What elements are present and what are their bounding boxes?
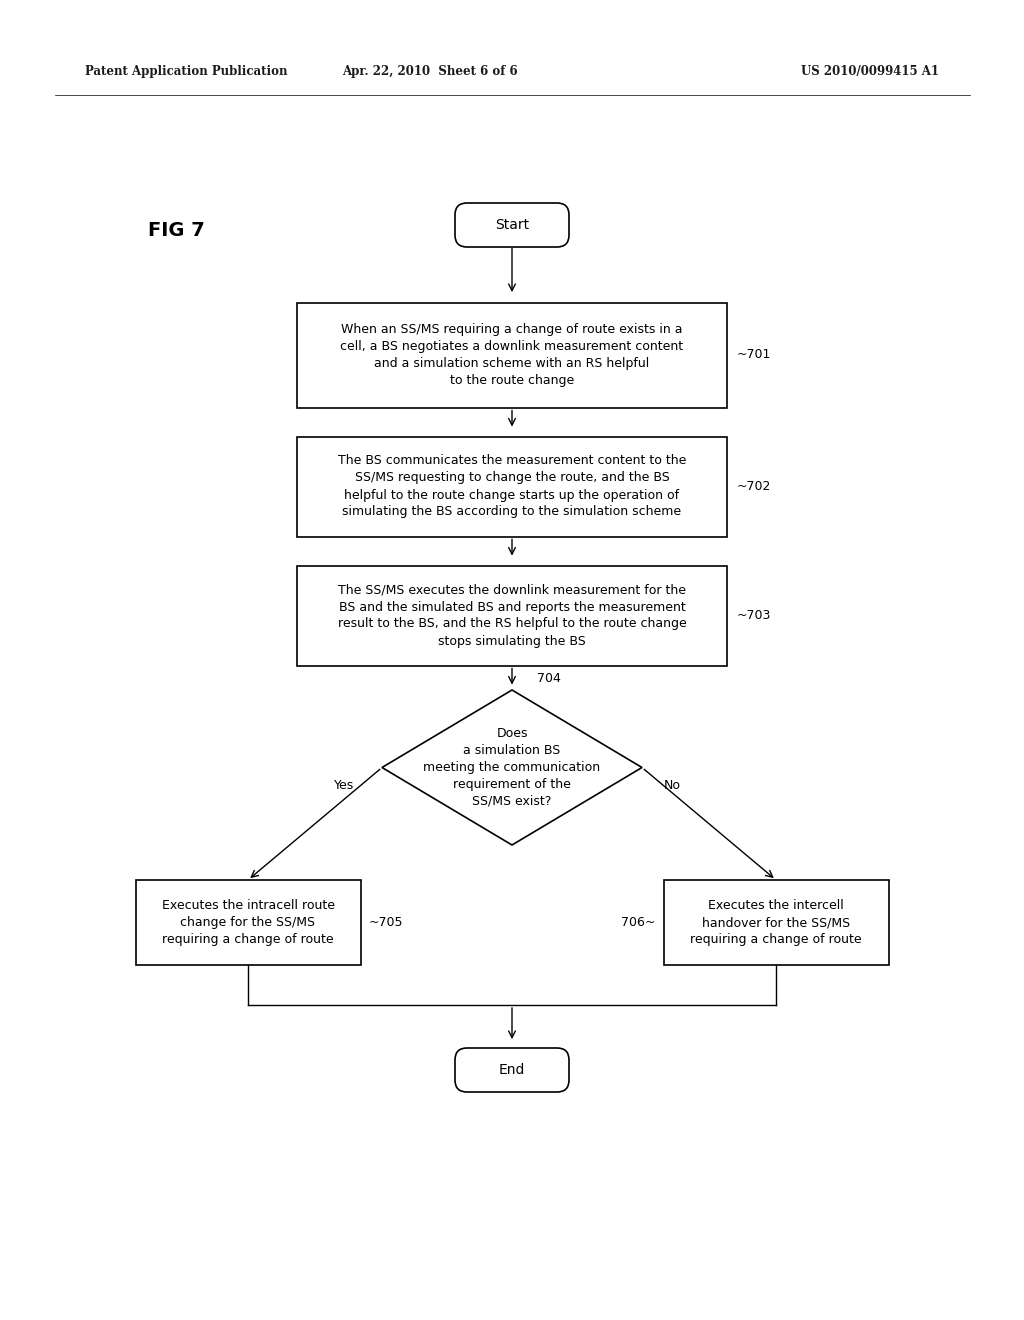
Bar [135, 880, 360, 965]
Bar [297, 437, 727, 536]
Text: US 2010/0099415 A1: US 2010/0099415 A1 [801, 66, 939, 78]
Text: ~703: ~703 [737, 609, 771, 622]
Text: Apr. 22, 2010  Sheet 6 of 6: Apr. 22, 2010 Sheet 6 of 6 [342, 66, 518, 78]
Text: End: End [499, 1063, 525, 1077]
Text: The BS communicates the measurement content to the
SS/MS requesting to change th: The BS communicates the measurement cont… [338, 454, 686, 519]
FancyBboxPatch shape [455, 203, 569, 247]
Text: Start: Start [495, 218, 529, 232]
Text: 704: 704 [537, 672, 561, 685]
Text: Yes: Yes [334, 779, 354, 792]
Text: Executes the intercell
handover for the SS/MS
requiring a change of route: Executes the intercell handover for the … [690, 899, 862, 946]
Text: ~702: ~702 [737, 480, 771, 492]
Text: No: No [664, 779, 681, 792]
Text: 706~: 706~ [622, 916, 655, 929]
Bar [297, 302, 727, 408]
Bar [664, 880, 889, 965]
Bar [297, 565, 727, 665]
Polygon shape [382, 690, 642, 845]
Text: Patent Application Publication: Patent Application Publication [85, 66, 288, 78]
Text: ~701: ~701 [737, 348, 771, 362]
Text: FIG 7: FIG 7 [148, 220, 205, 239]
Text: Executes the intracell route
change for the SS/MS
requiring a change of route: Executes the intracell route change for … [162, 899, 335, 946]
Text: When an SS/MS requiring a change of route exists in a
cell, a BS negotiates a do: When an SS/MS requiring a change of rout… [340, 323, 684, 387]
Text: The SS/MS executes the downlink measurement for the
BS and the simulated BS and : The SS/MS executes the downlink measurem… [338, 583, 686, 648]
Text: ~705: ~705 [369, 916, 403, 929]
Text: Does
a simulation BS
meeting the communication
requirement of the
SS/MS exist?: Does a simulation BS meeting the communi… [424, 727, 600, 808]
FancyBboxPatch shape [455, 1048, 569, 1092]
